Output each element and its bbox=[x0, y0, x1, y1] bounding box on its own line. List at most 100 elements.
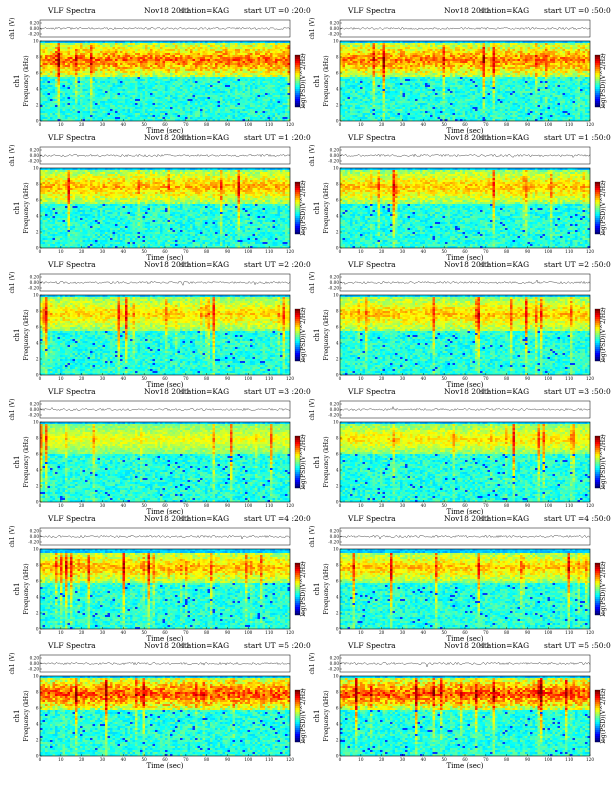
x-tick-label: 0 bbox=[39, 376, 42, 381]
x-tick-label: 60 bbox=[162, 503, 168, 508]
x-tick-label: 40 bbox=[421, 249, 427, 254]
waveform-tick-label: -0.20 bbox=[328, 666, 339, 671]
panel-start-time: start UT =5 :50:0 bbox=[544, 641, 611, 650]
spectrogram-panel: VLF Spectra Nov18 2011 station=KAG start UT… bbox=[8, 260, 311, 389]
waveform-strip: 0.200.00-0.20 ch1 (V) bbox=[9, 18, 291, 39]
panel-station: station=KAG bbox=[480, 6, 529, 15]
x-tick-label: 50 bbox=[141, 630, 147, 635]
waveform-tick-label: 0.00 bbox=[330, 534, 340, 539]
spectrogram-image bbox=[40, 41, 291, 122]
waveform-ylabel: ch1 (V) bbox=[309, 272, 316, 294]
y-tick-label: 0 bbox=[336, 753, 339, 758]
x-axis-label: Time (sec) bbox=[146, 254, 183, 262]
x-tick-label: 110 bbox=[265, 757, 273, 762]
waveform-strip: 0.200.00-0.20 ch1 (V) bbox=[9, 526, 291, 547]
waveform-ylabel: ch1 (V) bbox=[9, 145, 16, 167]
panel-header: VLF Spectra Nov18 2011 station=KAG start UT… bbox=[48, 514, 311, 526]
panel-start-time: start UT =3 :50:0 bbox=[544, 387, 611, 396]
x-tick-label: 90 bbox=[225, 503, 231, 508]
x-tick-label: 120 bbox=[586, 249, 594, 254]
y-tick-label: 4 bbox=[336, 594, 339, 599]
panel-date: Nov18 2011 bbox=[144, 514, 190, 523]
x-tick-label: 90 bbox=[225, 630, 231, 635]
x-tick-label: 80 bbox=[504, 503, 510, 508]
x-tick-label: 100 bbox=[244, 503, 252, 508]
waveform-ylabel: ch1 (V) bbox=[9, 399, 16, 421]
x-tick-label: 40 bbox=[421, 122, 427, 127]
x-tick-label: 20 bbox=[379, 757, 385, 762]
channel-label: ch1 bbox=[13, 583, 21, 596]
x-axis-label: Time (sec) bbox=[446, 127, 483, 135]
panel-date: Nov18 2011 bbox=[444, 387, 490, 396]
spectrogram-panel: VLF Spectra Nov18 2011 station=KAG start UT… bbox=[8, 6, 311, 135]
colorbar-max: 1 bbox=[601, 180, 604, 185]
channel-label: ch1 bbox=[13, 202, 21, 215]
y-tick-label: 0 bbox=[336, 499, 339, 504]
y-tick-label: 0 bbox=[336, 372, 339, 377]
spectrogram-panel: VLF Spectra Nov18 2011 station=KAG start UT… bbox=[8, 641, 311, 770]
x-tick-label: 60 bbox=[462, 249, 468, 254]
y-tick-label: 4 bbox=[36, 340, 39, 345]
x-tick-label: 80 bbox=[204, 503, 210, 508]
waveform-tick-label: -0.20 bbox=[328, 31, 339, 36]
x-tick-label: 10 bbox=[358, 757, 364, 762]
x-tick-label: 110 bbox=[265, 122, 273, 127]
y-tick-label: 2 bbox=[336, 356, 339, 361]
y-tick-label: 10 bbox=[333, 165, 339, 170]
waveform-trace bbox=[339, 27, 591, 30]
x-axis-label: Time (sec) bbox=[146, 381, 183, 389]
x-tick-label: 80 bbox=[504, 122, 510, 127]
x-tick-label: 120 bbox=[286, 376, 294, 381]
x-tick-label: 70 bbox=[483, 376, 489, 381]
y-tick-label: 0 bbox=[36, 245, 39, 250]
panel-header: VLF Spectra Nov18 2011 station=KAG start UT… bbox=[48, 133, 311, 145]
x-axis-label: Time (sec) bbox=[146, 508, 183, 516]
y-tick-label: 4 bbox=[36, 467, 39, 472]
x-tick-label: 20 bbox=[79, 376, 85, 381]
spectrogram-image bbox=[340, 168, 591, 249]
x-tick-label: 50 bbox=[141, 503, 147, 508]
spectrogram-panel: VLF Spectra Nov18 2011 station=KAG start UT… bbox=[308, 387, 611, 516]
colorbar-label: log(PSD)(V^2/Hz) bbox=[600, 307, 607, 362]
spectrogram-image bbox=[40, 422, 291, 503]
panel-station: station=KAG bbox=[180, 6, 229, 15]
x-tick-label: 100 bbox=[244, 249, 252, 254]
y-tick-label: 4 bbox=[36, 721, 39, 726]
panel-station: station=KAG bbox=[180, 641, 229, 650]
panel-date: Nov18 2011 bbox=[444, 133, 490, 142]
x-tick-label: 30 bbox=[100, 503, 106, 508]
waveform-trace bbox=[39, 535, 291, 540]
y-tick-label: 2 bbox=[336, 737, 339, 742]
y-tick-label: 2 bbox=[36, 483, 39, 488]
waveform-tick-label: 0.20 bbox=[330, 20, 340, 25]
x-tick-label: 10 bbox=[58, 376, 64, 381]
x-tick-label: 70 bbox=[183, 757, 189, 762]
x-tick-label: 80 bbox=[204, 376, 210, 381]
x-tick-label: 90 bbox=[525, 503, 531, 508]
y-tick-label: 8 bbox=[336, 54, 339, 59]
x-tick-label: 0 bbox=[39, 757, 42, 762]
x-axis-label: Time (sec) bbox=[146, 762, 183, 770]
x-tick-label: 110 bbox=[565, 630, 573, 635]
spectrogram-panel: VLF Spectra Nov18 2011 station=KAG start UT… bbox=[308, 641, 611, 770]
colorbar-min: -1 bbox=[601, 484, 605, 489]
y-tick-label: 8 bbox=[36, 181, 39, 186]
waveform-tick-label: 0.20 bbox=[30, 147, 40, 152]
panel-start-time: start UT =0 :50:0 bbox=[544, 6, 611, 15]
panel-title: VLF Spectra bbox=[48, 6, 96, 15]
channel-label: ch1 bbox=[13, 456, 21, 469]
panel-title: VLF Spectra bbox=[48, 133, 96, 142]
x-tick-label: 80 bbox=[504, 249, 510, 254]
channel-label: ch1 bbox=[313, 583, 321, 596]
x-tick-label: 60 bbox=[162, 122, 168, 127]
x-tick-label: 70 bbox=[483, 503, 489, 508]
x-tick-label: 80 bbox=[204, 757, 210, 762]
x-tick-label: 90 bbox=[525, 376, 531, 381]
colorbar-label: log(PSD)(V^2/Hz) bbox=[600, 434, 607, 489]
channel-label: ch1 bbox=[313, 710, 321, 723]
x-tick-label: 90 bbox=[525, 630, 531, 635]
